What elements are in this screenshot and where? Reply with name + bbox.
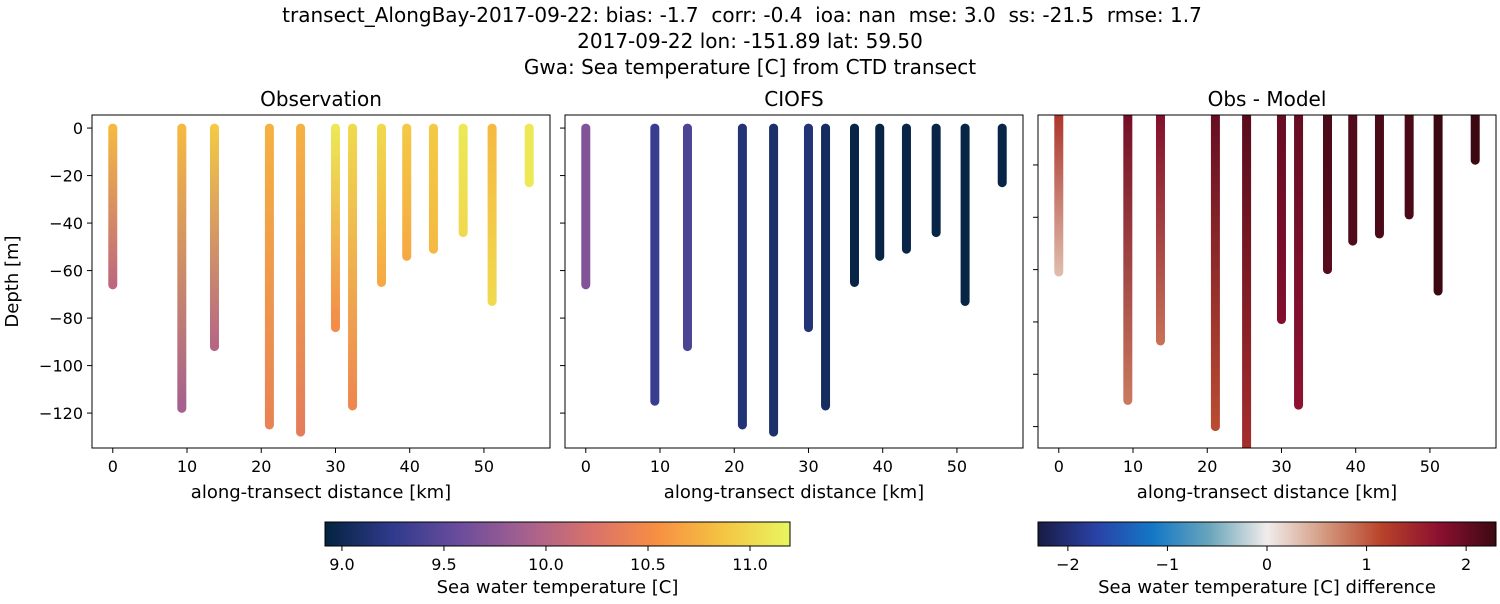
- panel-title: Observation: [260, 87, 382, 111]
- axes-frame: [91, 114, 551, 449]
- panel-title: CIOFS: [764, 87, 823, 111]
- x-axis-label: along-transect distance [km]: [191, 482, 451, 503]
- x-tick-label: 40: [873, 457, 893, 476]
- x-tick-label: 30: [798, 457, 818, 476]
- x-tick-label: 50: [947, 457, 967, 476]
- colorbar-tick-label: 10.0: [528, 555, 564, 574]
- title-line: transect_AlongBay-2017-09-22: bias: -1.7…: [282, 3, 1202, 27]
- x-tick-label: 50: [1420, 457, 1440, 476]
- plot-area: [581, 123, 1007, 437]
- x-tick-label: 20: [251, 457, 271, 476]
- colorbar-label: Sea water temperature [C]: [437, 577, 679, 598]
- axes-frame: [564, 114, 1024, 449]
- colorbar-tick-label: 2: [1461, 555, 1471, 574]
- colorbar-tick-label: 9.0: [329, 555, 354, 574]
- x-tick-label: 20: [724, 457, 744, 476]
- colorbar-tick-label: 9.5: [431, 555, 456, 574]
- colorbar-tick-label: −1: [1156, 555, 1180, 574]
- x-tick-label: 0: [1054, 457, 1064, 476]
- colorbar-tick-label: 11.0: [732, 555, 768, 574]
- y-tick-label: −20: [49, 167, 83, 186]
- y-tick-label: −100: [39, 357, 83, 376]
- x-tick-label: 30: [325, 457, 345, 476]
- x-axis-label: along-transect distance [km]: [1137, 482, 1397, 503]
- x-tick-label: 20: [1197, 457, 1217, 476]
- y-tick-label: 0: [73, 119, 83, 138]
- colorbar: [324, 521, 791, 547]
- y-tick-label: −80: [49, 309, 83, 328]
- colorbar-tick-label: −2: [1056, 555, 1080, 574]
- x-tick-label: 0: [581, 457, 591, 476]
- y-tick-label: −120: [39, 404, 83, 423]
- y-tick-label: −40: [49, 214, 83, 233]
- x-axis-label: along-transect distance [km]: [664, 482, 924, 503]
- x-tick-label: 40: [1346, 457, 1366, 476]
- y-axis-label: Depth [m]: [2, 235, 23, 327]
- colorbar-label: Sea water temperature [C] difference: [1098, 577, 1436, 598]
- x-tick-label: 10: [177, 457, 197, 476]
- x-tick-label: 50: [474, 457, 494, 476]
- colorbar-tick-label: 1: [1361, 555, 1371, 574]
- x-tick-label: 40: [400, 457, 420, 476]
- colorbar: [1037, 521, 1497, 547]
- colorbar-tick-label: 10.5: [630, 555, 666, 574]
- x-tick-label: 10: [1123, 457, 1143, 476]
- title-line: 2017-09-22 lon: -151.89 lat: 59.50: [577, 29, 923, 53]
- colorbar-tick-label: 0: [1262, 555, 1272, 574]
- plot-area: [1054, 115, 1480, 448]
- panel-title: Obs - Model: [1208, 87, 1327, 111]
- y-tick-label: −60: [49, 262, 83, 281]
- x-tick-label: 10: [650, 457, 670, 476]
- title-line: Gwa: Sea temperature [C] from CTD transe…: [524, 55, 976, 79]
- axes-frame: [1037, 114, 1497, 449]
- plot-area: [108, 123, 534, 437]
- x-tick-label: 0: [108, 457, 118, 476]
- x-tick-label: 30: [1271, 457, 1291, 476]
